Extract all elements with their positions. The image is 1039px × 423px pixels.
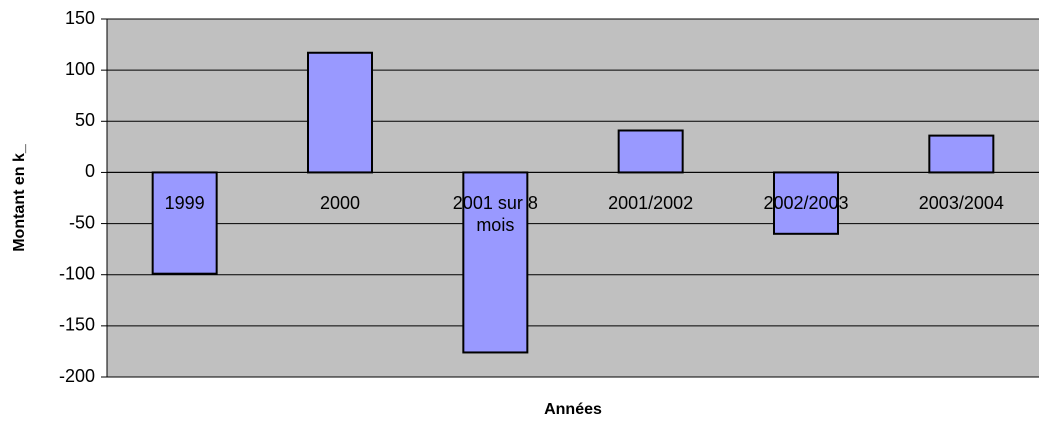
y-axis-title: Montant en k_: [11, 143, 28, 252]
y-tick-label: 0: [85, 161, 95, 181]
x-tick-label: 2000: [319, 193, 361, 214]
plot-area: [107, 19, 1039, 377]
y-tick-label: 50: [75, 110, 95, 130]
x-axis-title: Années: [544, 401, 602, 418]
bar: [151, 171, 218, 275]
y-tick-label: 150: [65, 8, 95, 28]
x-tick-label: 2001 sur 8 mois: [452, 193, 538, 236]
x-tick-label: 2003/2004: [918, 193, 1004, 214]
x-tick-label: 2001/2002: [608, 193, 694, 214]
bar: [773, 171, 839, 235]
y-tick-label: -50: [69, 212, 95, 232]
y-tick-label: 100: [65, 59, 95, 79]
x-tick-label: 1999: [164, 193, 205, 214]
bar: [928, 134, 995, 174]
y-tick-label: -200: [59, 366, 95, 386]
y-tick-label: -100: [59, 263, 95, 283]
bar: [462, 171, 529, 354]
y-tick-label: -150: [59, 315, 95, 335]
bar: [617, 129, 684, 174]
x-tick-label: 2002/2003: [763, 193, 849, 214]
bar: [307, 51, 373, 174]
